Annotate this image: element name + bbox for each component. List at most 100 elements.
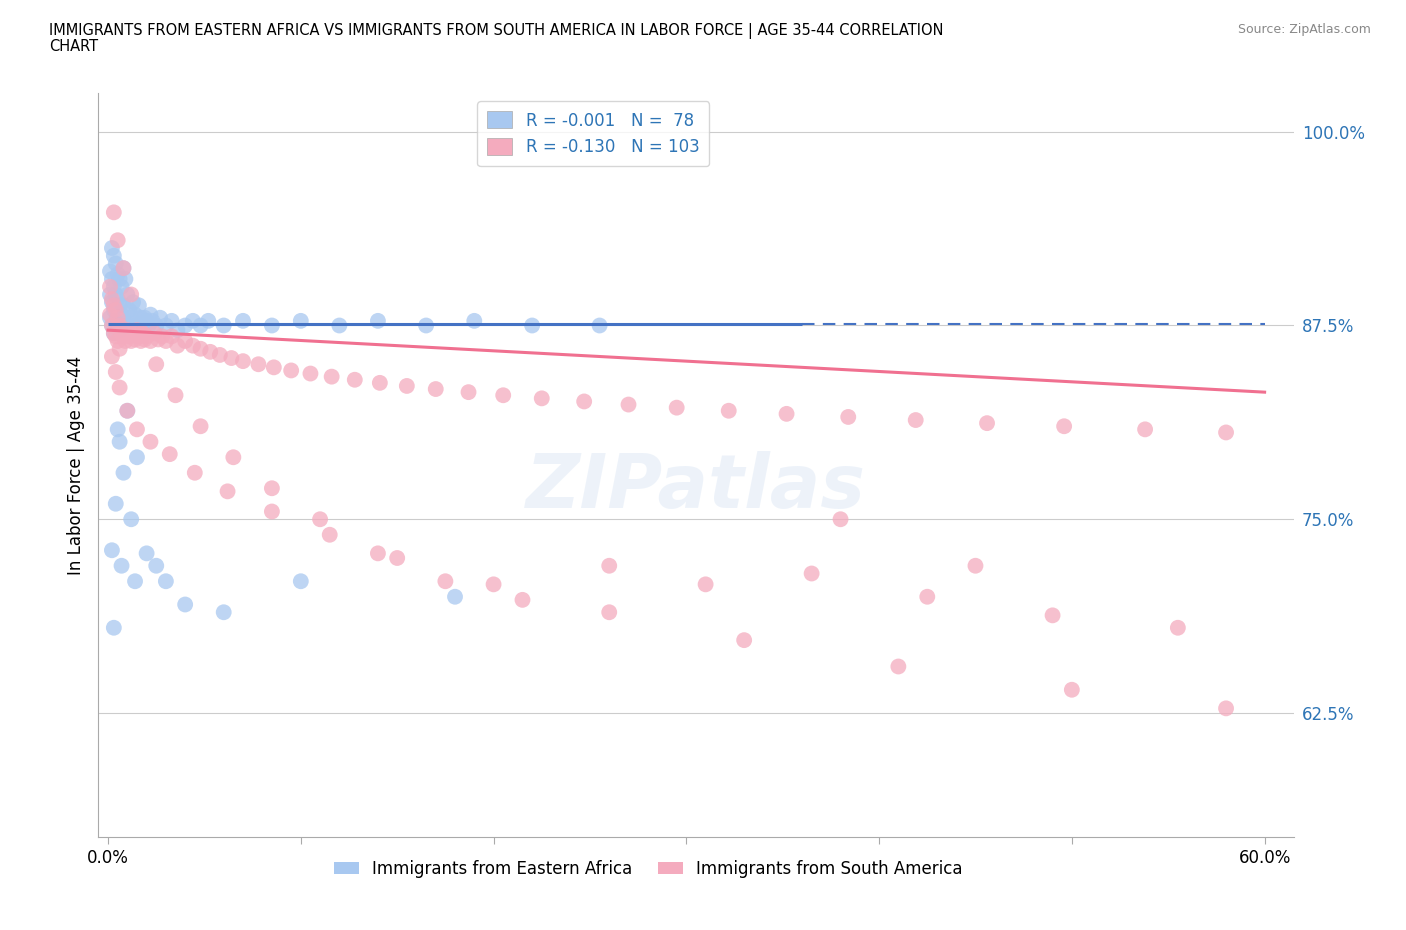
Point xyxy=(101,295,124,310)
Point xyxy=(181,339,204,353)
Point xyxy=(385,551,409,565)
Point xyxy=(125,323,148,338)
Point xyxy=(395,379,418,393)
Point xyxy=(98,287,121,302)
Point xyxy=(107,422,129,437)
Point xyxy=(368,376,391,391)
Point xyxy=(107,232,129,247)
Point xyxy=(101,543,124,558)
Point xyxy=(139,434,162,449)
Point xyxy=(415,318,437,333)
Point xyxy=(125,318,148,333)
Point xyxy=(117,287,139,302)
Point xyxy=(174,597,197,612)
Point xyxy=(104,302,127,317)
Point xyxy=(887,659,910,674)
Point xyxy=(103,326,125,340)
Point xyxy=(917,590,939,604)
Point xyxy=(1215,425,1237,440)
Point xyxy=(174,318,197,333)
Point xyxy=(904,413,927,428)
Point xyxy=(134,332,156,347)
Point xyxy=(132,326,155,340)
Point xyxy=(444,590,467,604)
Point xyxy=(103,326,125,340)
Point xyxy=(1053,418,1076,433)
Point xyxy=(104,287,127,302)
Point xyxy=(117,404,139,418)
Point xyxy=(1060,683,1083,698)
Point xyxy=(110,326,132,340)
Point xyxy=(221,351,243,365)
Point xyxy=(800,566,823,581)
Point xyxy=(1042,608,1064,623)
Point xyxy=(212,318,235,333)
Point xyxy=(117,323,139,338)
Point xyxy=(260,504,283,519)
Point xyxy=(110,279,132,294)
Point xyxy=(155,334,177,349)
Point xyxy=(108,434,131,449)
Point xyxy=(107,267,129,282)
Point xyxy=(103,302,125,317)
Point xyxy=(98,307,121,322)
Point xyxy=(107,292,129,307)
Legend: Immigrants from Eastern Africa, Immigrants from South America: Immigrants from Eastern Africa, Immigran… xyxy=(328,853,969,884)
Point xyxy=(108,318,131,333)
Point xyxy=(139,334,162,349)
Point xyxy=(101,318,124,333)
Point xyxy=(166,339,188,353)
Point xyxy=(190,341,212,356)
Point xyxy=(98,264,121,279)
Point xyxy=(120,287,142,302)
Point xyxy=(149,311,172,325)
Point xyxy=(520,318,543,333)
Point xyxy=(104,365,127,379)
Point xyxy=(103,279,125,294)
Point xyxy=(155,318,177,333)
Point xyxy=(200,344,222,359)
Point xyxy=(138,318,160,333)
Point xyxy=(434,574,457,589)
Point xyxy=(135,329,157,344)
Point xyxy=(135,313,157,328)
Y-axis label: In Labor Force | Age 35-44: In Labor Force | Age 35-44 xyxy=(66,355,84,575)
Point xyxy=(114,313,136,328)
Point xyxy=(208,348,231,363)
Point xyxy=(114,334,136,349)
Point xyxy=(733,632,755,647)
Point xyxy=(463,313,485,328)
Point xyxy=(104,329,127,344)
Point xyxy=(124,332,146,347)
Text: Source: ZipAtlas.com: Source: ZipAtlas.com xyxy=(1237,23,1371,36)
Point xyxy=(232,353,254,368)
Point xyxy=(117,318,139,333)
Point xyxy=(367,546,389,561)
Point xyxy=(101,272,124,286)
Point xyxy=(112,260,135,275)
Point xyxy=(598,604,620,619)
Point xyxy=(512,592,534,607)
Point xyxy=(145,558,167,573)
Point xyxy=(290,574,312,589)
Point xyxy=(110,307,132,322)
Point xyxy=(107,316,129,331)
Point xyxy=(222,450,245,465)
Point xyxy=(695,577,717,591)
Point xyxy=(775,406,797,421)
Point xyxy=(101,292,124,307)
Point xyxy=(108,323,131,338)
Point xyxy=(309,512,332,526)
Text: IMMIGRANTS FROM EASTERN AFRICA VS IMMIGRANTS FROM SOUTH AMERICA IN LABOR FORCE |: IMMIGRANTS FROM EASTERN AFRICA VS IMMIGR… xyxy=(49,23,943,39)
Point xyxy=(132,318,155,333)
Point xyxy=(1215,701,1237,716)
Point xyxy=(112,329,135,344)
Point xyxy=(145,318,167,333)
Point xyxy=(104,497,127,512)
Point xyxy=(122,295,145,310)
Point xyxy=(197,313,219,328)
Point xyxy=(174,334,197,349)
Point xyxy=(103,298,125,312)
Point xyxy=(134,311,156,325)
Point xyxy=(101,318,124,333)
